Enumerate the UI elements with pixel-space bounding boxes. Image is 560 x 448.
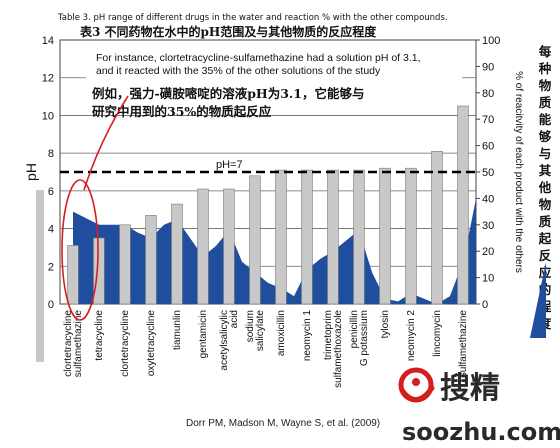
y-right-tick-label: 100 [482, 35, 500, 47]
y-right-tick-label: 20 [482, 246, 494, 258]
annotation-box [86, 48, 462, 84]
bar-14 [431, 151, 443, 305]
bar-13 [405, 167, 417, 305]
bar-6 [223, 188, 235, 305]
y-right-tick-label: 0 [482, 299, 488, 311]
x-category-label: sulfamethazine [458, 310, 469, 378]
y-right-tick-label: 90 [482, 61, 494, 73]
watermark-en: soozhu.com [402, 418, 560, 446]
x-category-label: lincomycin [432, 310, 443, 357]
x-category-label: trimetoprim [323, 310, 334, 360]
bar-8 [275, 169, 287, 305]
y-left-tick-label: 10 [42, 110, 54, 122]
y-axis-right-ticks: 0 10 20 30 40 50 60 70 80 90 100 [476, 35, 500, 311]
bar-4 [171, 203, 183, 305]
bar-11 [353, 169, 365, 305]
bar-3 [145, 215, 157, 305]
y-right-tick-label: 40 [482, 193, 494, 205]
highlight-ellipse [61, 179, 99, 321]
bar-7 [249, 175, 261, 305]
bar-15 [457, 105, 469, 305]
x-category-label: oxytetracycline [146, 310, 157, 377]
bar-2 [119, 224, 131, 305]
y-right-tick-label: 60 [482, 141, 494, 153]
x-category-label: salicylate [255, 310, 266, 352]
x-category-label: sulfamethazine [73, 310, 84, 378]
bar-9 [301, 169, 313, 305]
x-category-label: sodium [245, 310, 256, 342]
watermark-cn: 搜精 [440, 371, 500, 406]
y-left-tick-label: 6 [48, 186, 54, 198]
x-category-label: clortetracycline [63, 310, 74, 377]
annotation-en-line-2: and it reacted with the 35% of the other… [96, 65, 381, 77]
y-left-tick-label: 12 [42, 73, 54, 85]
y-right-tick-label: 10 [482, 273, 494, 285]
y-axis-right-label: % of reacitvity of each product with the… [513, 71, 524, 273]
watermark-logo [398, 367, 435, 403]
y-left-tick-label: 8 [48, 148, 54, 160]
annotation-cn-line-2: 研究中用到的35%的物质起反应 [92, 104, 272, 119]
y-right-tick-label: 30 [482, 220, 494, 232]
y-axis-left-ticks: 0 2 4 6 8 10 12 14 [42, 35, 54, 311]
y-right-tick-label: 50 [482, 167, 494, 179]
reference-line-label: pH=7 [216, 159, 243, 171]
blue-triangle [530, 262, 546, 338]
chart-title: Table 3. pH range of different drugs in … [57, 13, 448, 23]
bar-10 [327, 169, 339, 305]
y-right-tick-label: 70 [482, 114, 494, 126]
x-category-label: penicillin [349, 310, 360, 348]
chart-title-cn: 表3 不同药物在水中的pH范围及与其他物质的反应程度 [79, 24, 377, 39]
bar-0 [67, 245, 79, 305]
y-right-tick-label: 80 [482, 88, 494, 100]
x-category-label: neomycin 1 [302, 310, 313, 362]
x-category-label: sulfamethoxazole [333, 310, 344, 388]
pointer-line [83, 95, 129, 191]
bar-12 [379, 167, 391, 305]
x-category-label: amoxicillin [276, 310, 287, 356]
x-axis-categories: clortetracycline sulfamethazine tetracycli… [63, 310, 469, 388]
x-category-label: neomycin 2 [406, 310, 417, 362]
x-category-label: tetracycline [94, 310, 105, 361]
bar-5 [197, 188, 209, 305]
x-category-label: clortetracycline [120, 310, 131, 377]
x-category-label: G potassium [359, 310, 370, 366]
x-category-label: tiamunlin [172, 310, 183, 350]
y-left-tick-label: 4 [48, 224, 54, 236]
ph-bars [67, 105, 469, 305]
x-category-label: acetylsalicylic [219, 310, 230, 371]
bar-1 [93, 237, 105, 305]
reference-line: pH=7 [60, 159, 476, 174]
annotation-en-line-1: For instance, clortetracycline-sulfameth… [96, 52, 421, 64]
x-category-label: tylosin [380, 310, 391, 338]
y-axis-left-label: pH [23, 163, 39, 181]
y-left-tick-label: 0 [48, 299, 54, 311]
y-left-tick-label: 14 [42, 35, 54, 47]
x-category-label: acid [229, 310, 240, 328]
x-category-label: gentamicin [198, 310, 209, 358]
y-left-tick-label: 2 [48, 261, 54, 273]
source-citation: Dorr PM, Madson M, Wayne S, et al. (2009… [186, 418, 380, 429]
left-side-bar [36, 190, 44, 362]
annotation-cn-line-1: 例如，强力-磺胺嘧啶的溶液pH为3.1，它能够与 [92, 86, 365, 101]
